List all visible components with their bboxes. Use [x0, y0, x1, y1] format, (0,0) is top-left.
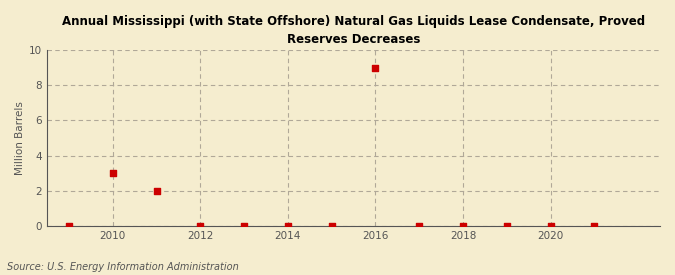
Point [545, 223, 556, 228]
Point [414, 223, 425, 228]
Point [151, 188, 162, 193]
Point [589, 223, 600, 228]
Title: Annual Mississippi (with State Offshore) Natural Gas Liquids Lease Condensate, P: Annual Mississippi (with State Offshore)… [62, 15, 645, 46]
Point [326, 223, 337, 228]
Text: Source: U.S. Energy Information Administration: Source: U.S. Energy Information Administ… [7, 262, 238, 272]
Point [63, 224, 74, 228]
Y-axis label: Million Barrels: Million Barrels [15, 101, 25, 175]
Point [195, 223, 206, 228]
Point [502, 223, 512, 228]
Point [107, 171, 118, 175]
Point [239, 223, 250, 228]
Point [283, 223, 294, 228]
Point [370, 65, 381, 70]
Point [458, 223, 468, 228]
